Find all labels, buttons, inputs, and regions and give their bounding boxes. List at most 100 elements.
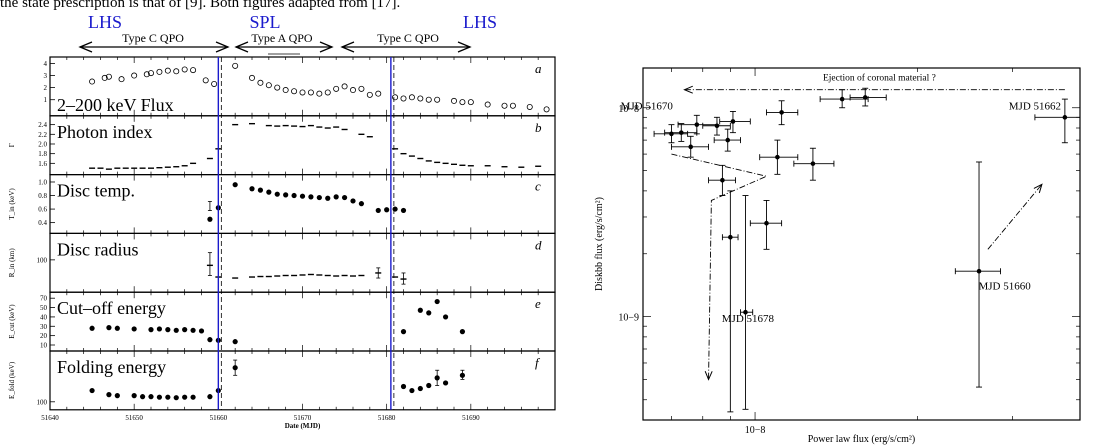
annotation-label: MJD 51670	[621, 101, 674, 113]
data-point	[248, 74, 255, 81]
data-point	[409, 387, 415, 394]
data-point	[291, 88, 298, 95]
y-tick-label: 20	[40, 332, 48, 340]
annotation-label: Ejection of coronal material ?	[823, 73, 936, 84]
data-point	[182, 327, 188, 333]
panel-d: 100 d Disc radius R_in (km)	[8, 232, 556, 293]
data-point	[148, 327, 154, 333]
data-point	[688, 144, 694, 150]
data-point	[694, 122, 700, 127]
y-tick-label: 0.6	[38, 206, 47, 214]
data-point	[190, 327, 196, 333]
data-point	[434, 298, 440, 305]
panel-letter: c	[535, 179, 541, 194]
y-tick-label: 10−9	[618, 313, 639, 324]
data-point	[509, 102, 516, 109]
y-axis-label: E_cut (keV)	[8, 304, 16, 339]
data-point	[434, 96, 441, 103]
x-tick-label: 51650	[125, 414, 143, 422]
data-point	[181, 66, 188, 73]
data-point	[182, 394, 188, 400]
data-point	[725, 137, 731, 143]
panel-a: 1 2 3 4 a 2–200 keV Flux	[44, 56, 556, 117]
data-point	[779, 110, 784, 115]
panel-letter: a	[535, 61, 542, 76]
data-point	[282, 87, 289, 94]
data-point	[114, 393, 120, 399]
data-point	[400, 383, 407, 390]
data-point	[307, 89, 314, 96]
data-point	[232, 182, 238, 188]
annotation-label: MJD 51678	[722, 313, 775, 325]
panel-letter: d	[535, 237, 542, 252]
data-point	[274, 191, 280, 197]
qpo-label: Type A QPO	[251, 31, 313, 45]
data-point	[291, 192, 297, 199]
data-point	[232, 339, 238, 345]
data-point	[417, 385, 423, 392]
qpo-label: Type C QPO	[122, 31, 184, 45]
qpo-arrowhead-left	[78, 41, 93, 53]
data-point	[257, 187, 264, 193]
annotation-label: MJD 51662	[1009, 101, 1061, 113]
arrowhead	[1033, 183, 1043, 194]
y-tick-label: 40	[40, 313, 48, 321]
data-point	[232, 62, 239, 69]
data-point	[417, 95, 424, 102]
y-tick-label: 2.4	[38, 121, 47, 129]
data-point	[425, 96, 432, 103]
y-tick-label: 2.2	[38, 131, 47, 139]
panel-title: Disc radius	[57, 239, 138, 259]
data-point	[190, 394, 196, 400]
y-tick-label: 1.6	[38, 160, 47, 168]
y-tick-label: 30	[40, 323, 48, 331]
y-tick-label: 100	[37, 256, 48, 264]
data-point	[400, 95, 407, 102]
y-axis-label: Γ	[8, 143, 16, 147]
data-point	[198, 328, 205, 334]
panel-title: Cut–off energy	[57, 298, 166, 318]
data-point	[156, 394, 163, 400]
data-point	[106, 392, 112, 398]
data-point	[543, 106, 550, 113]
y-tick-label: 70	[40, 295, 48, 303]
trajectory-arrow	[671, 153, 768, 380]
data-point	[976, 268, 982, 274]
data-point	[730, 119, 736, 124]
data-point	[408, 94, 415, 101]
y-tick-label: 0.8	[38, 192, 47, 200]
trajectory-arrow	[987, 184, 1043, 250]
data-point	[810, 161, 816, 166]
y-tick-label: 3	[44, 72, 48, 80]
data-point	[106, 325, 112, 331]
data-point	[400, 207, 407, 214]
data-point	[459, 99, 466, 106]
x-tick-label: 10−8	[745, 425, 766, 436]
panel-b: 1.6 1.8 2.02.2 2.4 b Photon index Γ	[8, 115, 556, 176]
qpo-arrowhead-right	[319, 41, 334, 53]
arrowhead	[704, 370, 713, 381]
data-point	[349, 87, 356, 94]
data-point	[333, 194, 339, 200]
annotation-label: MJD 51660	[978, 280, 1031, 292]
data-point	[324, 89, 331, 96]
data-point	[190, 67, 197, 74]
data-point	[299, 89, 306, 96]
data-point	[257, 79, 264, 86]
y-tick-label: 0.4	[38, 219, 47, 227]
data-point	[105, 73, 112, 80]
y-tick-label: 1.0	[38, 178, 47, 186]
data-point	[375, 90, 382, 97]
data-point	[148, 394, 154, 400]
data-point	[678, 130, 684, 135]
data-point	[156, 68, 163, 75]
data-point	[501, 102, 508, 109]
data-point	[728, 234, 733, 240]
right-flux-flux-figure: 10−8 10−9 10−8 Power law flux (erg/s/cm²) Di…	[594, 67, 1081, 445]
qpo-arrowhead-left	[234, 41, 249, 53]
panel-title: 2–200 keV Flux	[57, 95, 174, 115]
data-point	[165, 394, 171, 400]
qpo-arrowhead-right	[215, 41, 230, 53]
